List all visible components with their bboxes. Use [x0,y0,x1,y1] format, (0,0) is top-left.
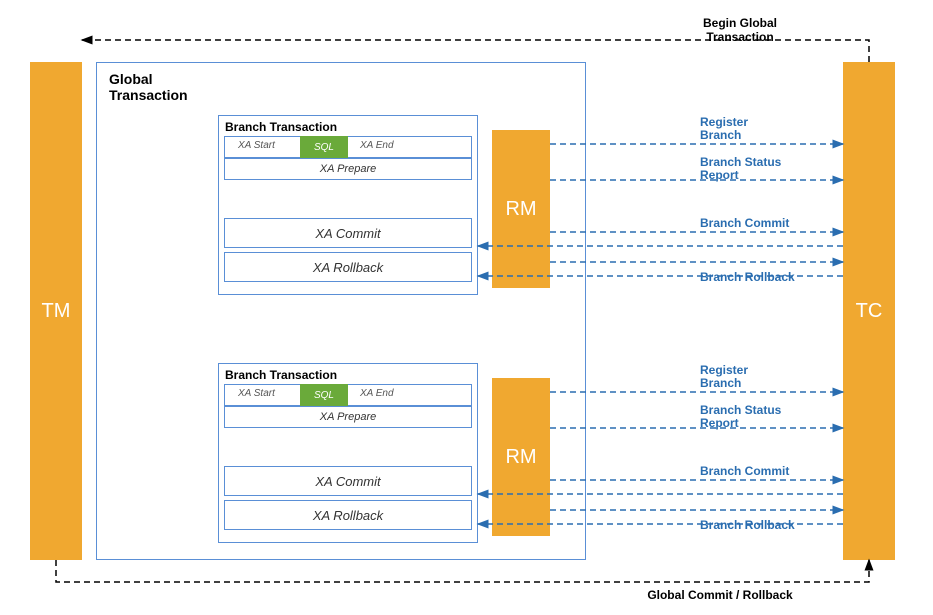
branch1-sql: SQL [300,136,348,158]
tc-node: TC [843,62,895,560]
global-title: Global Transaction [109,71,188,103]
branch2-xa-end: XA End [360,388,394,399]
branch2-commit-row: XA Commit [224,466,472,496]
diagram-stage: TM TC Global Transaction Branch Transact… [0,0,933,615]
branch2-xa-prepare: XA Prepare [320,411,376,423]
branch2-sql: SQL [300,384,348,406]
branch2-rollback-row: XA Rollback [224,500,472,530]
branch2-xa-commit: XA Commit [315,474,380,489]
global-commit-label: Global Commit / Rollback [610,588,830,602]
rm1-label: RM [505,198,536,221]
branch1-title: Branch Transaction [225,120,337,134]
rm2-node: RM [492,378,550,536]
branch1-prepare-row: XA Prepare [224,158,472,180]
msg-status-1: Branch Status Report [700,156,781,182]
branch1-xa-prepare: XA Prepare [320,163,376,175]
msg-rollback-1: Branch Rollback [700,270,795,284]
rm1-node: RM [492,130,550,288]
branch1-xa-commit: XA Commit [315,226,380,241]
branch1-xa-rollback: XA Rollback [313,260,383,275]
branch2-xa-rollback: XA Rollback [313,508,383,523]
branch2-title: Branch Transaction [225,368,337,382]
tc-label: TC [856,300,883,323]
msg-status-2: Branch Status Report [700,404,781,430]
branch1-sql-label: SQL [314,142,334,153]
msg-commit-1: Branch Commit [700,216,789,230]
tm-node: TM [30,62,82,560]
msg-rollback-2: Branch Rollback [700,518,795,532]
branch1-xa-end: XA End [360,140,394,151]
branch1-commit-row: XA Commit [224,218,472,248]
msg-register-2: Register Branch [700,364,748,390]
msg-register-1: Register Branch [700,116,748,142]
branch1-xa-start: XA Start [238,140,275,151]
branch1-rollback-row: XA Rollback [224,252,472,282]
begin-global-label: Begin Global Transaction [660,16,820,44]
branch2-sql-label: SQL [314,390,334,401]
branch2-xa-start: XA Start [238,388,275,399]
branch2-prepare-row: XA Prepare [224,406,472,428]
msg-commit-2: Branch Commit [700,464,789,478]
rm2-label: RM [505,446,536,469]
tm-label: TM [42,300,71,323]
